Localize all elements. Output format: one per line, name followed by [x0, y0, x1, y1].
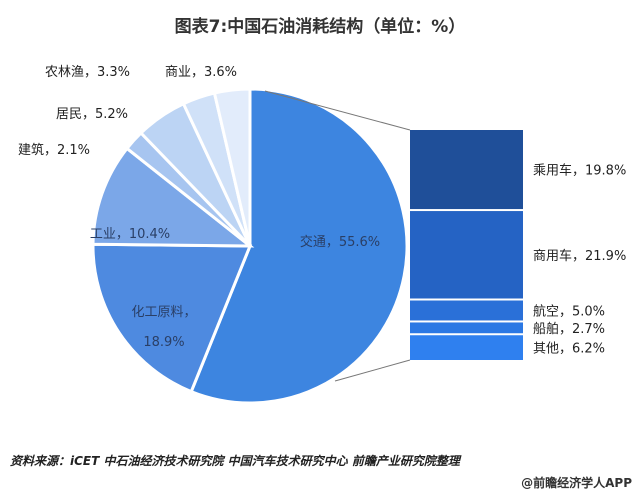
breakdown-label-1: 商用车，21.9% [533, 248, 626, 264]
breakdown-segment-0 [410, 130, 523, 210]
breakdown-label-2: 航空，5.0% [533, 303, 605, 319]
breakdown-label-3: 船舶，2.7% [533, 321, 605, 337]
breakdown-segment-2 [410, 300, 523, 321]
slice-label-5: 农林渔，3.3% [45, 65, 130, 80]
breakdown-label-0: 乘用车，19.8% [533, 163, 626, 179]
connector-bottom [334, 359, 411, 382]
slice-label-1: 化工原料， 18.9% [131, 305, 196, 350]
pie-slice-2 [91, 146, 255, 248]
slice-label-2: 工业，10.4% [90, 227, 170, 242]
breakdown-segment-3 [410, 322, 523, 334]
pie-slice-0 [189, 87, 409, 405]
slice-label-4: 居民，5.2% [56, 107, 128, 122]
chart-title: 图表7:中国石油消耗结构（单位：%） [174, 17, 466, 37]
pie-slice-6 [212, 87, 252, 247]
pie-slice-1 [91, 242, 253, 394]
credit-text: @前瞻经济学人APP [521, 476, 632, 490]
slice-label-3: 建筑，2.1% [18, 142, 90, 158]
slice-label-6: 商业，3.6% [165, 65, 237, 80]
breakdown-segment-4 [410, 335, 523, 360]
slice-label-0: 交通，55.6% [300, 234, 380, 250]
connector-top [264, 90, 411, 131]
pie-chart: 交通，55.6% 化工原料， 18.9% 工业，10.4% 建筑，2.1% 居民，5.2%… [18, 65, 626, 405]
breakdown-label-4: 其他，6.2% [533, 342, 605, 357]
source-note: 资料来源：iCET 中石油经济技术研究院 中国汽车技术研究中心 前瞻产业研究院整… [10, 454, 460, 468]
breakdown-segment-1 [410, 211, 523, 299]
